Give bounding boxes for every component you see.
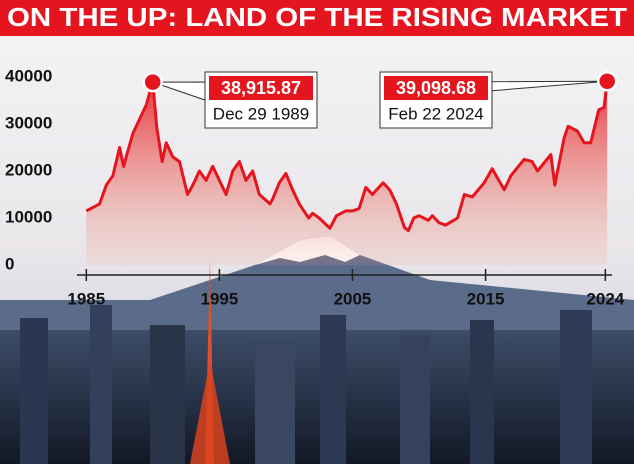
peak-marker [142, 71, 163, 93]
x-tick-label: 1995 [200, 289, 238, 308]
callout-date: Feb 22 2024 [388, 104, 483, 123]
x-tick-label: 2024 [586, 289, 624, 308]
y-tick-label: 10000 [5, 207, 52, 226]
y-tick-label: 0 [5, 254, 14, 273]
peak-marker [596, 70, 618, 92]
x-tick-label: 2005 [334, 289, 372, 308]
y-tick-label: 40000 [5, 66, 52, 85]
callout-value: 39,098.68 [396, 78, 476, 98]
callout-value: 38,915.87 [221, 78, 301, 98]
y-tick-label: 30000 [5, 113, 52, 132]
callout: 39,098.68 Feb 22 2024 [379, 70, 618, 129]
line [85, 80, 609, 233]
x-tick-label: 1985 [67, 289, 105, 308]
y-tick-label: 20000 [5, 160, 52, 179]
title-banner [0, 0, 634, 36]
callout-value-bg [209, 76, 313, 100]
callout-value-bg [384, 76, 488, 100]
callout: 38,915.87 Dec 29 1989 [142, 71, 318, 129]
x-tick-label: 2015 [467, 289, 505, 308]
area [86, 81, 608, 265]
city-skyline [0, 260, 634, 464]
chart-title: ON THE UP: LAND OF THE RISING MARKET [7, 2, 627, 32]
plot: 0 10000 20000 30000 40000 1985 1995 2005 2015 202… [5, 66, 625, 308]
callout-date: Dec 29 1989 [213, 104, 309, 123]
